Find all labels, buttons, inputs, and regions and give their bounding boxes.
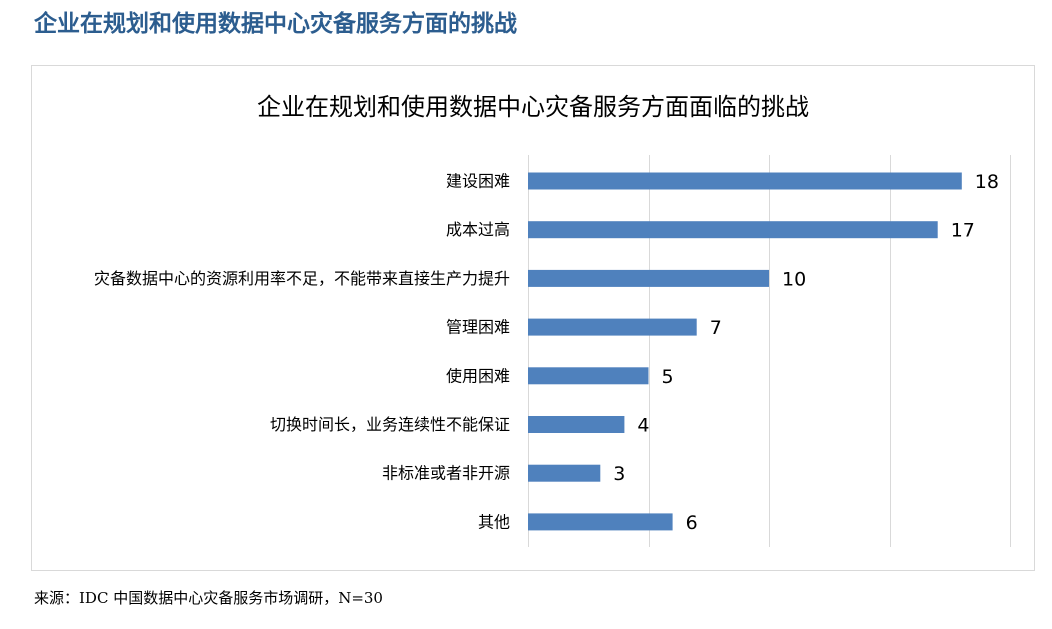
category-labels: 建设困难成本过高灾备数据中心的资源利用率不足，不能带来直接生产力提升管理困难使用… — [94, 172, 510, 532]
value-label: 10 — [782, 268, 806, 290]
value-label: 3 — [613, 463, 625, 485]
bar — [528, 367, 649, 385]
chart-title: 企业在规划和使用数据中心灾备服务方面面临的挑战 — [257, 93, 809, 121]
category-label: 灾备数据中心的资源利用率不足，不能带来直接生产力提升 — [94, 269, 510, 288]
category-label: 其他 — [478, 512, 510, 531]
value-label: 6 — [686, 512, 698, 534]
category-label: 管理困难 — [446, 318, 510, 337]
category-label: 切换时间长，业务连续性不能保证 — [270, 415, 510, 434]
bar — [528, 464, 601, 482]
bar — [528, 221, 938, 239]
bar — [528, 318, 697, 336]
category-label: 建设困难 — [446, 172, 510, 191]
page-heading: 企业在规划和使用数据中心灾备服务方面的挑战 — [34, 10, 517, 37]
value-label: 7 — [710, 317, 722, 339]
chart-frame — [31, 65, 1035, 571]
category-label: 非标准或者非开源 — [382, 464, 510, 483]
value-label: 18 — [975, 171, 999, 193]
gridlines — [528, 155, 1011, 547]
bar — [528, 513, 673, 531]
category-label: 使用困难 — [446, 366, 510, 385]
value-labels: 18 17 10 7 5 4 3 6 — [613, 171, 999, 534]
bar — [528, 269, 769, 287]
value-label: 5 — [662, 366, 674, 388]
category-label: 成本过高 — [446, 220, 510, 239]
bar — [528, 172, 962, 190]
bar — [528, 416, 625, 433]
bars — [528, 172, 962, 531]
value-label: 4 — [637, 415, 649, 437]
source-note: 来源：IDC 中国数据中心灾备服务市场调研，N=30 — [34, 589, 383, 607]
value-label: 17 — [951, 220, 975, 242]
